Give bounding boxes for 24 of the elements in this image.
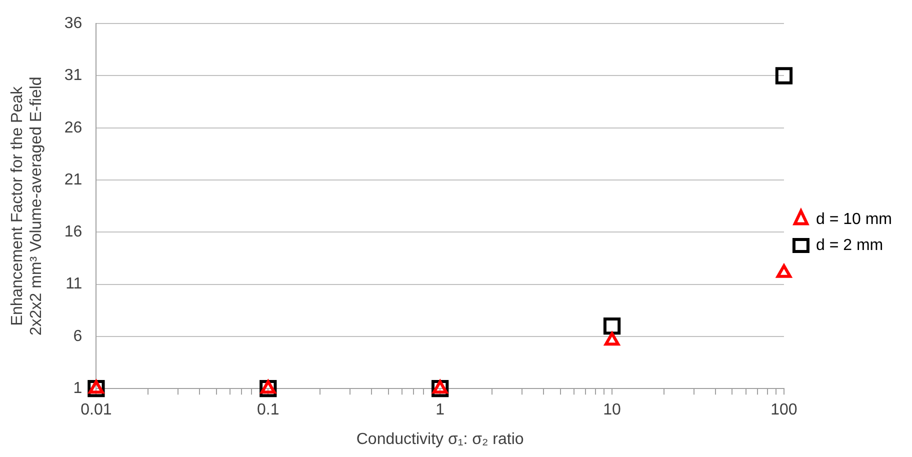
y-tick-label: 26 (64, 119, 82, 136)
y-tick-label: 21 (64, 171, 82, 188)
x-tick-label: 1 (436, 402, 445, 419)
y-tick-label: 6 (73, 328, 82, 345)
y-tick-label: 31 (64, 67, 82, 84)
y-tick-label: 11 (66, 276, 82, 293)
legend-label: d = 10 mm (816, 210, 892, 228)
point (603, 317, 621, 335)
point (88, 380, 104, 394)
y-tick-label: 36 (64, 15, 82, 32)
y-axis-title: Enhancement Factor for the Peak 2x2x2 mm³ Volume-averaged E-field (9, 76, 46, 336)
x-tick-label: 100 (770, 402, 798, 419)
x-tick-label: 0.1 (257, 402, 280, 419)
point (260, 380, 276, 394)
y-tick-label: 16 (64, 224, 82, 241)
y-tick-label: 1 (73, 380, 82, 398)
x-tick-label: 10 (603, 402, 622, 419)
x-axis-title: Conductivity σ₁: σ₂ ratio (356, 430, 524, 448)
point (604, 332, 620, 346)
point (776, 264, 792, 278)
point (775, 67, 793, 84)
legend-label: d = 2 mm (816, 236, 884, 254)
x-tick-label: 0.01 (80, 402, 112, 419)
point (432, 380, 448, 394)
